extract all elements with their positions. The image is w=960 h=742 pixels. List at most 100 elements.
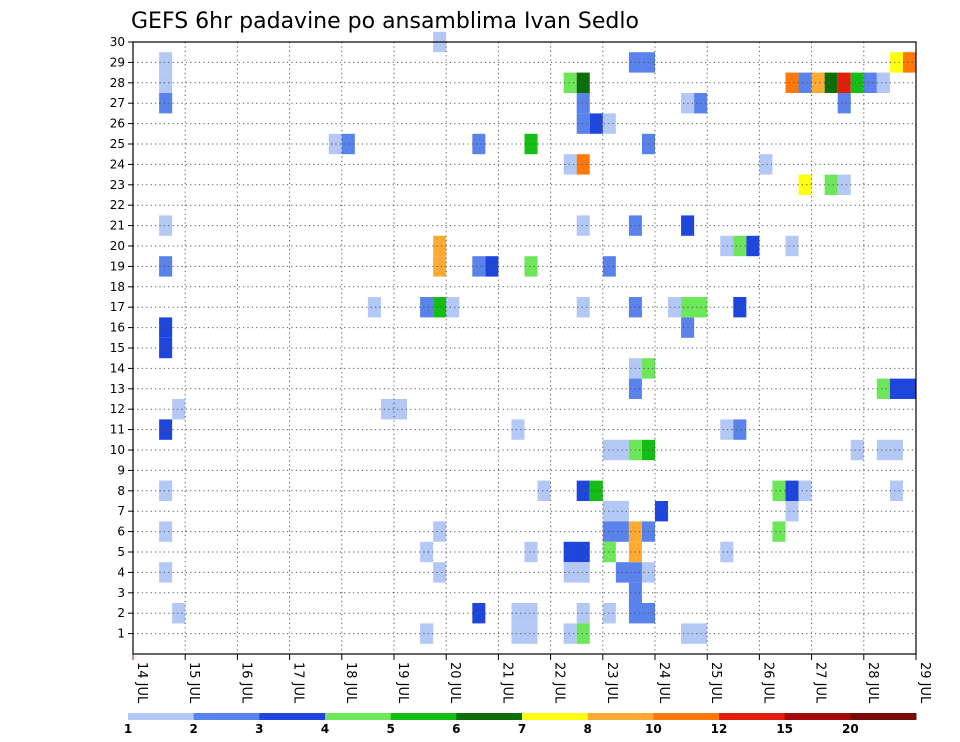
precip-cell [785,235,799,257]
x-tick-label: 25 JUL [708,662,723,704]
y-tick-label: 8 [117,484,125,498]
legend-swatch [653,713,720,720]
legend-label: 6 [452,722,460,736]
precip-cell [798,480,812,501]
chart-title: GEFS 6hr padavine po ansamblima Ivan Sed… [131,9,639,34]
y-tick-label: 29 [110,55,125,69]
precip-cell [563,541,590,563]
y-tick-label: 25 [110,137,125,151]
precip-cell [837,72,851,93]
legend-swatch [522,713,589,720]
precip-cell [563,562,590,583]
precip-cell [576,623,590,644]
precip-cell [720,419,734,440]
legend-label: 8 [583,722,591,736]
y-tick-label: 28 [110,76,125,90]
legend-label: 7 [518,722,526,736]
x-tick-label: 24 JUL [656,662,671,704]
y-tick-label: 4 [117,565,125,579]
precip-cell [420,623,434,644]
precip-cell [172,399,186,420]
precip-cell [733,419,747,440]
legend-swatch [587,713,654,720]
legend-label: 15 [776,722,793,736]
x-tick-label: 29 JUL [917,662,932,704]
precip-cell [746,235,760,257]
cells-layer [159,31,916,644]
precip-cell [720,235,734,257]
legend-label: 12 [711,722,728,736]
precip-cell [785,72,799,93]
x-tick-label: 17 JUL [291,662,306,704]
precip-cell [563,623,577,644]
precip-cell [159,317,173,338]
y-tick-label: 3 [117,586,125,600]
x-tick-label: 19 JUL [395,662,410,704]
precip-cell [589,480,603,501]
precip-cell [159,256,173,277]
precip-cell [433,521,447,542]
legend-swatch [193,713,260,720]
y-tick-label: 26 [110,117,125,131]
y-tick-label: 21 [110,219,125,233]
x-tick-label: 22 JUL [552,662,567,704]
precip-cell [433,235,447,257]
precip-cell [785,501,799,522]
y-tick-label: 12 [110,402,125,416]
precip-cell [602,521,629,542]
precip-cell [511,419,525,440]
y-tick-label: 17 [110,300,125,314]
precip-cell [563,72,577,93]
precip-cell [889,378,916,399]
precip-cell [733,297,747,318]
precip-cell [159,480,173,501]
precip-cell [576,603,590,624]
precip-cell [524,133,538,155]
x-tick-label: 14 JUL [134,662,149,704]
precip-cell [159,521,173,542]
precip-cell [159,93,173,114]
precip-cell [720,541,734,563]
x-tick-label: 28 JUL [865,662,880,704]
x-tick-label: 27 JUL [813,662,828,704]
precip-cell [159,419,173,440]
precip-cell [341,133,355,155]
legend: 1 2 3 4 5 6 7 8 10 12 15 20 [124,713,917,736]
y-tick-label: 15 [110,341,125,355]
precip-cell [159,52,173,73]
y-tick-label: 18 [110,280,125,294]
precip-cell [837,93,851,114]
precip-cell [772,480,786,501]
precip-cell [472,133,486,155]
precip-cell [850,439,864,461]
x-tick-label: 26 JUL [760,662,775,704]
y-tick-label: 6 [117,525,125,539]
precip-cell [433,256,447,277]
x-tick-label: 15 JUL [186,662,201,704]
y-tick-label: 7 [117,504,125,518]
legend-label: 20 [842,722,859,736]
y-axis: 1234567891011121314151617181920212223242… [110,35,133,641]
precip-cell [433,297,447,318]
precip-cell [172,603,186,624]
precip-cell [420,297,434,318]
y-tick-label: 24 [110,157,125,171]
x-tick-label: 20 JUL [447,662,462,704]
y-tick-label: 16 [110,321,125,335]
precip-cell [537,480,551,501]
precip-cell [876,378,890,399]
precip-cell [576,113,590,134]
y-tick-label: 30 [110,35,125,49]
precip-cell [576,93,590,114]
precip-cell [159,337,173,359]
precip-cell [602,439,629,461]
y-tick-label: 23 [110,178,125,192]
precip-cell [837,174,851,195]
legend-label: 2 [189,722,197,736]
y-tick-label: 9 [117,463,125,477]
precip-cell [328,133,342,155]
precip-cell [602,501,629,522]
precip-cell [628,603,655,624]
legend-label: 3 [255,722,263,736]
